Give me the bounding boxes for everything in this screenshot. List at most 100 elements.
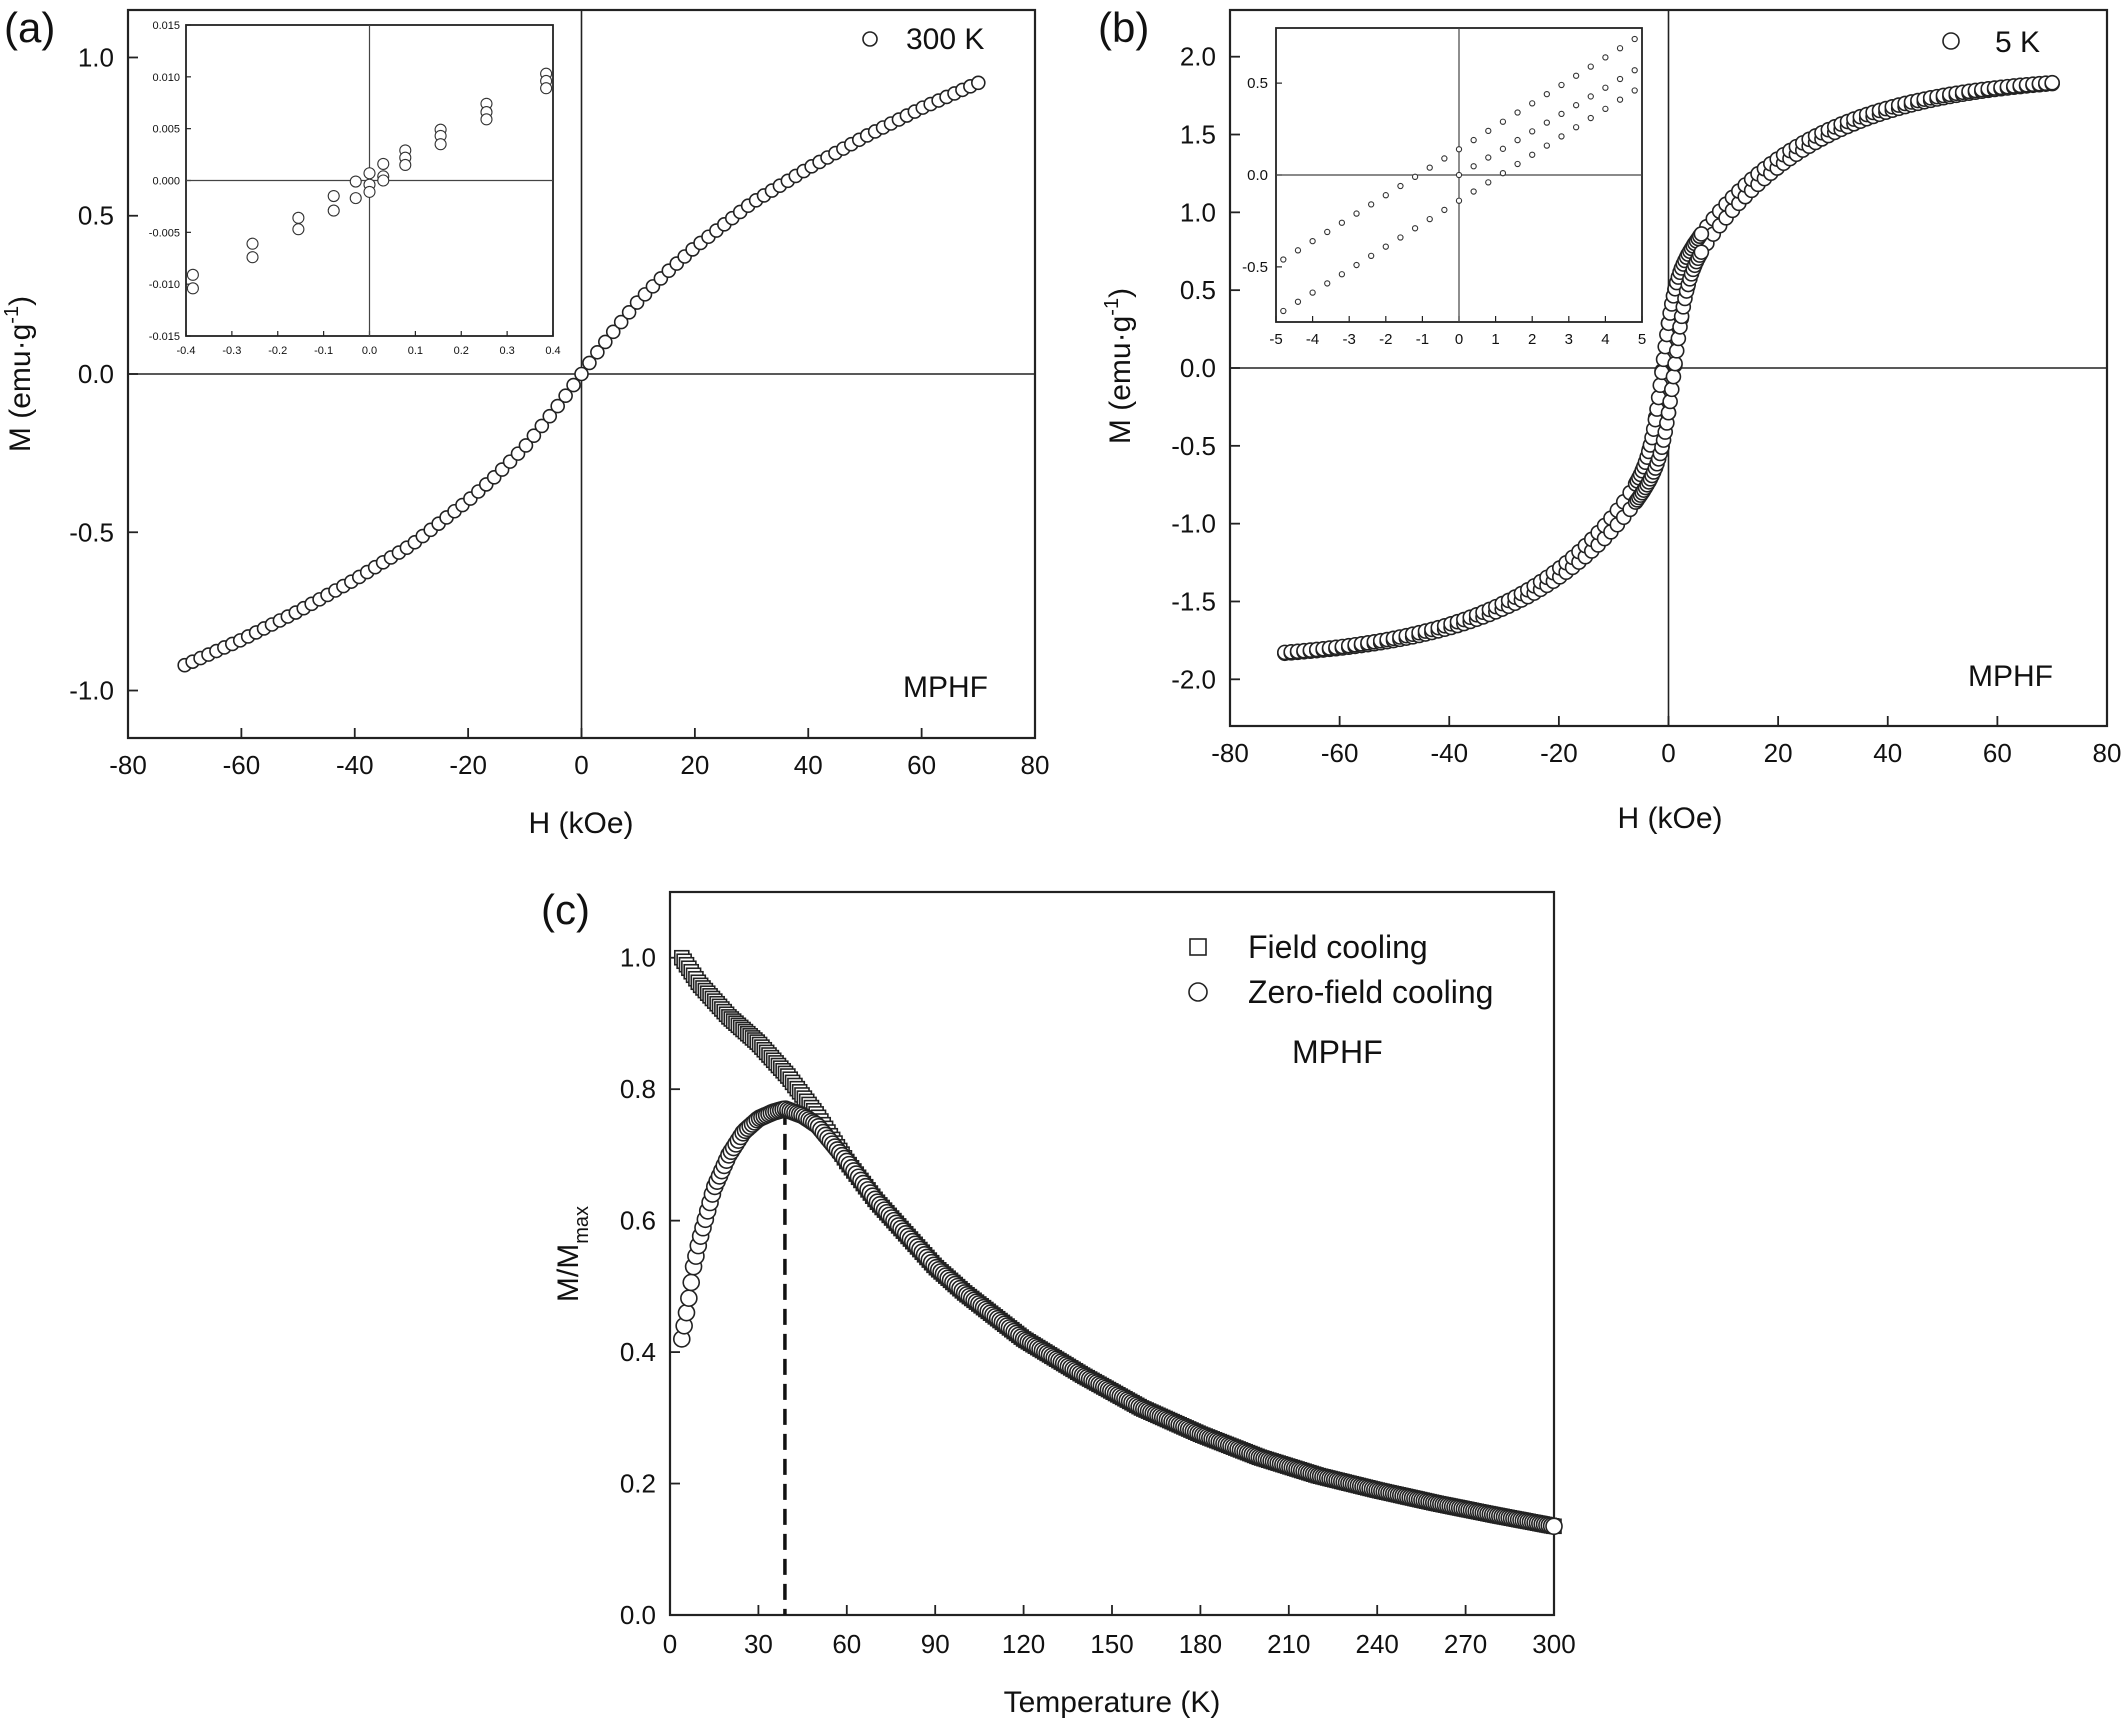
inset-data-point <box>1309 289 1316 296</box>
panel-b-inset: -5 -4 -3 -2 -1 0 1 2 3 4 5 -0.5 0.0 0.5 <box>1242 27 1646 348</box>
y-tick-label: 0.4 <box>620 1337 656 1367</box>
panel-b-label: (b) <box>1098 4 1149 51</box>
inset-data-point <box>480 113 493 126</box>
inset-data-point <box>1514 160 1521 168</box>
y-tick-label: 0.0 <box>1180 353 1216 383</box>
data-point <box>613 314 629 330</box>
inset-data-point <box>1411 173 1419 180</box>
inset-data-point <box>1470 188 1477 195</box>
x-tick-label: 210 <box>1267 1629 1310 1659</box>
inset-data-point <box>1543 91 1550 98</box>
data-point <box>542 408 558 424</box>
x-tick-label: 240 <box>1356 1629 1399 1659</box>
data-point <box>1693 226 1710 242</box>
x-tick-label: -40 <box>336 750 374 780</box>
x-tick-label: 1 <box>1491 331 1499 348</box>
data-point <box>605 324 621 340</box>
panel-a-inset: -0.4 -0.3 -0.2 -0.1 0.0 0.1 0.2 0.3 0.4 -0.015 -0.… <box>149 20 561 357</box>
panel-b-legend-marker <box>1942 32 1960 50</box>
y-tick-label: -0.5 <box>69 517 114 547</box>
inset-data-point <box>1455 171 1463 179</box>
x-tick-label: 0 <box>1455 331 1463 348</box>
inset-data-point <box>1280 256 1287 263</box>
inset-data-point <box>1558 81 1565 89</box>
x-tick-label: 40 <box>794 750 823 780</box>
inset-data-point <box>1338 219 1346 226</box>
panel-a-legend: 300 K <box>862 23 984 56</box>
y-tick-label: 0.6 <box>620 1206 656 1236</box>
inset-data-point <box>1294 247 1302 254</box>
x-tick-label: 3 <box>1565 331 1573 348</box>
x-tick-label: -4 <box>1306 331 1319 348</box>
data-point <box>1663 381 1680 398</box>
x-tick-label: 0 <box>574 750 588 780</box>
panel-c-legend: Field cooling Zero-field cooling <box>1188 929 1493 1010</box>
y-tick-label: 0.2 <box>620 1469 656 1499</box>
panel-a-inset-points <box>186 67 553 295</box>
panel-a-legend-label: 300 K <box>906 23 984 56</box>
data-point <box>558 388 573 404</box>
x-tick-label: -5 <box>1269 331 1282 348</box>
inset-data-point <box>1616 96 1624 103</box>
panel-a-inset-axes: -0.4 -0.3 -0.2 -0.1 0.0 0.1 0.2 0.3 0.4 -0.015 -0.… <box>149 20 561 357</box>
inset-data-point <box>1572 72 1580 79</box>
x-tick-label: 2 <box>1528 331 1536 348</box>
y-tick-label: 1.0 <box>620 943 656 973</box>
x-tick-label: 0.4 <box>545 345 560 357</box>
inset-data-point <box>1602 105 1609 112</box>
y-tick-label: -0.5 <box>1171 431 1216 461</box>
inset-data-point <box>1485 179 1492 186</box>
inset-data-point <box>1324 228 1331 236</box>
inset-data-point <box>349 192 362 205</box>
inset-data-point <box>1587 114 1594 122</box>
x-tick-label: -0.2 <box>268 345 287 357</box>
inset-data-point <box>1499 145 1507 152</box>
data-point <box>1545 1517 1563 1536</box>
inset-data-point <box>1529 128 1536 135</box>
y-tick-label: -0.005 <box>149 227 180 239</box>
x-tick-label: 20 <box>1764 738 1793 768</box>
panel-a-legend-marker <box>862 31 878 47</box>
panel-c-axes: 0 30 60 90 120 150 180 210 240 270 300 0.0 0.2 0.4 0.6… <box>620 943 1576 1659</box>
x-tick-label: -80 <box>109 750 147 780</box>
inset-data-point <box>1353 210 1360 217</box>
inset-data-point <box>399 158 412 171</box>
inset-data-point <box>1426 164 1433 171</box>
x-tick-label: -60 <box>223 750 261 780</box>
panel-b-y-axis-title: M (emu·g-1) <box>1101 288 1137 444</box>
inset-data-point <box>1485 154 1492 161</box>
inset-data-point <box>377 157 390 170</box>
x-tick-label: 0.2 <box>454 345 469 357</box>
y-tick-label: 0.000 <box>152 176 180 188</box>
panel-b-inset-axes: -5 -4 -3 -2 -1 0 1 2 3 4 5 -0.5 0.0 0.5 <box>1242 75 1646 348</box>
x-tick-label: -1 <box>1416 331 1429 348</box>
x-tick-label: -20 <box>1540 738 1578 768</box>
inset-data-point <box>1324 280 1331 287</box>
x-tick-label: 0.3 <box>499 345 514 357</box>
panel-c-y-axis-title: M/Mmax <box>552 1206 593 1302</box>
inset-data-point <box>1485 127 1492 135</box>
inset-data-point <box>1616 75 1624 83</box>
x-tick-label: 0 <box>663 1629 677 1659</box>
panel-b-legend-label: 5 K <box>1995 26 2040 59</box>
data-point <box>1693 244 1710 260</box>
panel-c-legend-marker-zero-field-cooling <box>1188 982 1208 1002</box>
x-tick-label: 80 <box>1021 750 1050 780</box>
y-tick-label: 1.5 <box>1180 120 1216 150</box>
inset-data-point <box>1631 87 1638 94</box>
inset-data-point <box>1382 243 1389 250</box>
x-tick-label: 270 <box>1444 1629 1487 1659</box>
x-tick-label: -3 <box>1343 331 1356 348</box>
panel-a-y-axis-title: M (emu·g-1) <box>1 296 37 452</box>
panel-c-series-field-cooling <box>673 949 1562 1535</box>
panel-c-legend-label-field-cooling: Field cooling <box>1248 929 1428 965</box>
x-tick-label: 180 <box>1179 1629 1222 1659</box>
y-tick-label: 0.5 <box>1180 275 1216 305</box>
data-point <box>2044 74 2060 91</box>
x-tick-label: 20 <box>680 750 709 780</box>
x-tick-label: -80 <box>1211 738 1249 768</box>
inset-data-point <box>1426 215 1433 223</box>
x-tick-label: 300 <box>1532 1629 1575 1659</box>
y-tick-label: 0.8 <box>620 1074 656 1104</box>
